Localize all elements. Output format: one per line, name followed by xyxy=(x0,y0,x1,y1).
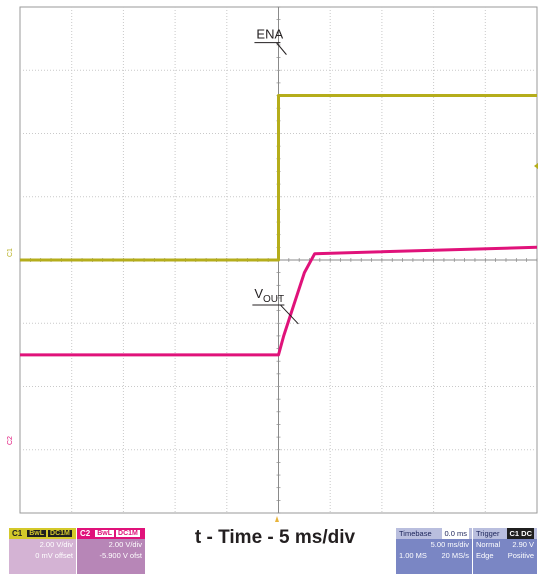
annotation-vout: VOUT xyxy=(252,286,299,325)
c1-bw-tag: BwL xyxy=(27,530,47,537)
trigger-type: Edge xyxy=(476,551,494,560)
annotation-leader xyxy=(280,304,299,325)
annotations: ENA VOUT xyxy=(252,27,299,325)
timebase-delay: 0.0 ms xyxy=(442,528,469,539)
trigger-mode: Normal xyxy=(476,540,501,549)
x-axis-label: t - Time - 5 ms/div xyxy=(194,527,356,548)
timebase-samples: 1.00 MS xyxy=(399,551,427,560)
c1-offset: 0 mV offset xyxy=(35,551,73,560)
c1-id: C1 xyxy=(12,529,23,538)
c2-coupling-tag: DC1M xyxy=(116,530,140,537)
traces xyxy=(20,94,538,357)
c1-channel-panel[interactable]: C1 BwL DC1M 2.00 V/div 0 mV offset xyxy=(9,528,76,574)
annotation-ena: ENA xyxy=(254,27,287,55)
annotation-text: VOUT xyxy=(254,286,284,305)
c2-offset: -5.900 V ofst xyxy=(99,551,142,560)
trigger-level: 2.90 V xyxy=(512,540,534,549)
trigger-time-marker xyxy=(275,516,279,522)
trigger-panel[interactable]: Trigger C1 DC Normal 2.90 V Edge Positive xyxy=(473,528,537,574)
c2-id: C2 xyxy=(80,529,91,538)
trigger-level-marker xyxy=(534,163,538,169)
c1-scale: 2.00 V/div xyxy=(39,540,73,549)
series-vout xyxy=(20,245,538,357)
c2-marker-label: C2 xyxy=(7,436,14,445)
timebase-panel[interactable]: Timebase 0.0 ms 5.00 ms/div 1.00 MS 20 MS/… xyxy=(396,528,472,574)
c1-marker-label: C1 xyxy=(7,248,14,257)
c2-scale: 2.00 V/div xyxy=(108,540,142,549)
annotation-text: ENA xyxy=(256,27,283,42)
c2-channel-panel[interactable]: C2 BwL DC1M 2.00 V/div -5.900 V ofst xyxy=(77,528,145,574)
trigger-slope: Positive xyxy=(507,551,534,560)
timebase-label: Timebase xyxy=(399,529,432,538)
timebase-sample-rate: 20 MS/s xyxy=(441,551,469,560)
trigger-channels: C1 DC xyxy=(507,528,534,539)
timebase-rate: 5.00 ms/div xyxy=(430,540,469,549)
c1-coupling-tag: DC1M xyxy=(48,530,72,537)
scope-chart: ENA VOUT C1 C2 xyxy=(7,6,538,522)
series-ena xyxy=(20,94,537,262)
trigger-label: Trigger xyxy=(476,529,500,538)
annotation-leader xyxy=(276,42,287,55)
c2-bw-tag: BwL xyxy=(95,530,115,537)
